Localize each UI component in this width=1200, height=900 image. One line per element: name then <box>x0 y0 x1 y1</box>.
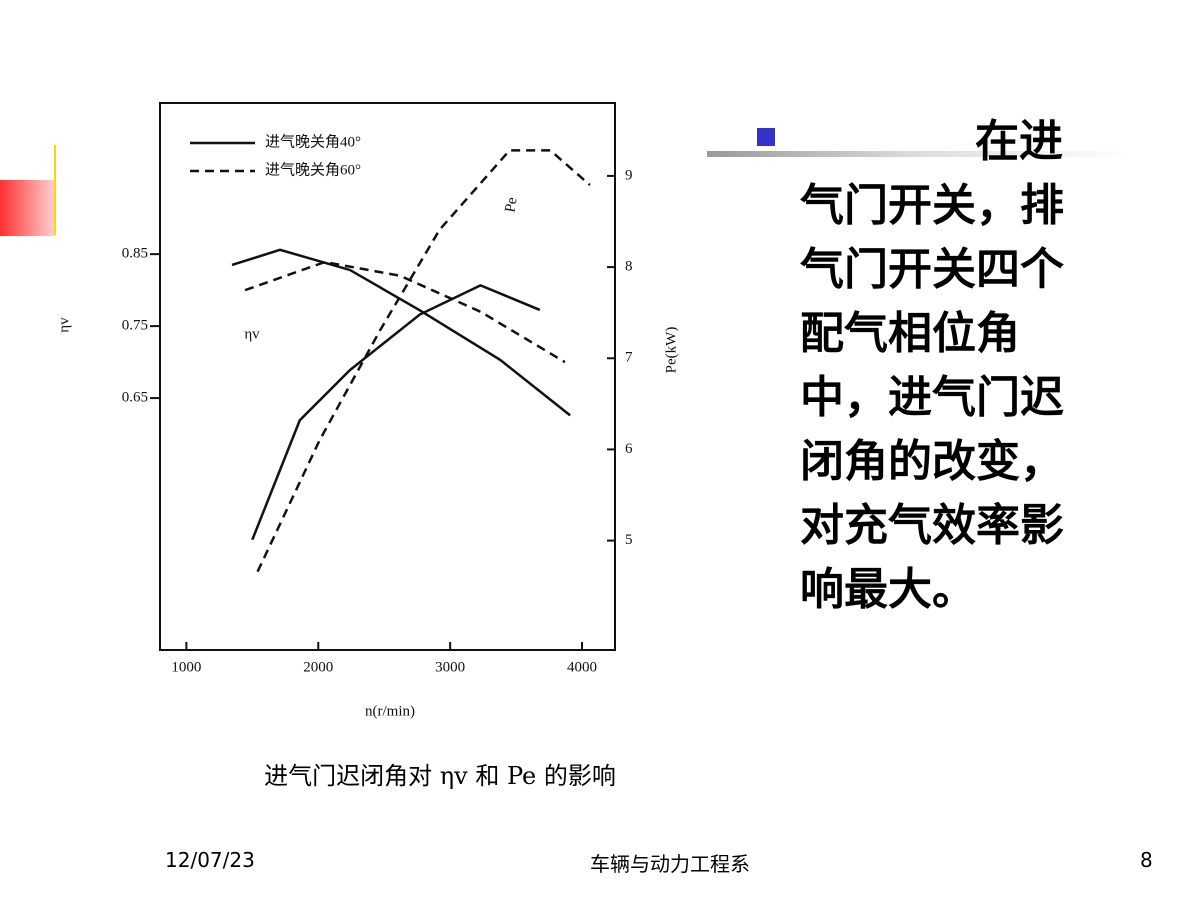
plot-frame <box>159 102 616 651</box>
y2-axis-label: Pe(kW) <box>663 327 679 374</box>
legend-label: 进气晚关角60° <box>265 161 361 178</box>
yellow-line <box>54 145 56 235</box>
x-tick-label: 2000 <box>303 659 333 675</box>
y-tick-label: 0.85 <box>122 246 148 262</box>
series-line <box>256 149 591 573</box>
y2-tick-label: 5 <box>625 532 633 548</box>
y2-tick-label: 7 <box>625 350 633 366</box>
divider <box>707 151 1132 157</box>
y-tick-label: 0.65 <box>122 390 148 406</box>
annotation: Pe <box>502 196 520 214</box>
series-line <box>231 248 571 417</box>
y-axis-label: ηv <box>56 317 72 333</box>
annotation: ηv <box>244 326 260 342</box>
x-axis-label: n(r/min) <box>365 703 415 719</box>
caption: 进气门迟闭角对 ηv 和 Pe 的影响 <box>264 762 616 790</box>
legend-label: 进气晚关角40° <box>265 133 361 150</box>
body-text: 在进气门开关，排气门开关四个配气相位角中，进气门迟闭角的改变，对充气效率影响最大… <box>800 116 1064 615</box>
y2-tick-label: 8 <box>625 259 633 275</box>
footer-page: 8 <box>1140 848 1153 872</box>
x-tick-label: 3000 <box>435 659 465 675</box>
footer-date: 12/07/23 <box>165 848 255 872</box>
x-tick-label: 1000 <box>171 659 201 675</box>
bullet <box>757 128 775 146</box>
red-block <box>0 180 55 236</box>
series-line <box>244 260 566 364</box>
x-tick-label: 4000 <box>567 659 597 675</box>
y-tick-label: 0.75 <box>122 318 148 334</box>
y2-tick-label: 9 <box>625 167 633 183</box>
y2-tick-label: 6 <box>625 441 633 457</box>
series-line <box>251 283 541 541</box>
footer-center: 车辆与动力工程系 <box>590 852 750 876</box>
